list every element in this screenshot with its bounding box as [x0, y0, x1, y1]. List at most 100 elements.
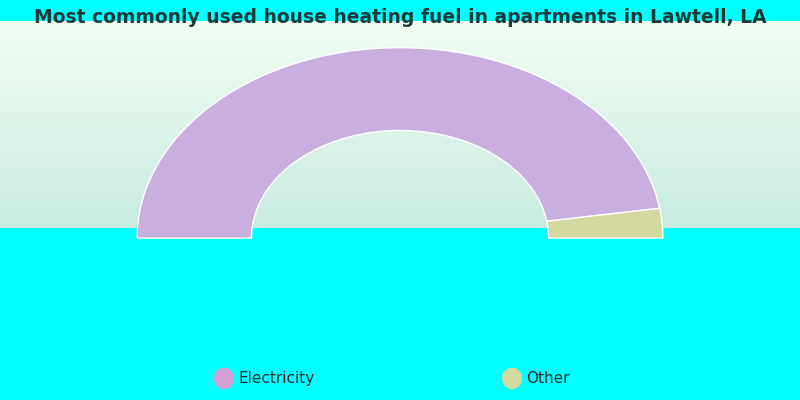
Bar — [0, 110, 800, 111]
Bar — [0, 227, 800, 228]
Bar — [0, 86, 800, 87]
Bar — [0, 39, 800, 40]
Bar — [0, 182, 800, 183]
Bar — [0, 132, 800, 134]
Bar — [0, 25, 800, 26]
Bar — [0, 151, 800, 152]
Bar — [0, 98, 800, 99]
Bar — [0, 108, 800, 109]
Bar — [0, 119, 800, 120]
Bar — [0, 144, 800, 145]
Bar — [0, 167, 800, 168]
Bar — [0, 126, 800, 127]
Bar — [0, 216, 800, 218]
Bar — [0, 165, 800, 166]
Bar — [0, 162, 800, 164]
Bar — [0, 63, 800, 64]
Bar — [0, 146, 800, 147]
Bar — [0, 26, 800, 27]
Bar — [0, 59, 800, 60]
Bar — [0, 138, 800, 139]
Bar — [0, 69, 800, 70]
Bar — [0, 88, 800, 89]
Bar — [0, 220, 800, 222]
Bar — [0, 42, 800, 44]
Bar — [0, 155, 800, 156]
Bar — [0, 36, 800, 37]
Bar — [0, 23, 800, 24]
Ellipse shape — [502, 368, 522, 389]
Bar — [0, 136, 800, 137]
Bar — [0, 207, 800, 208]
Bar — [0, 176, 800, 177]
Bar — [0, 213, 800, 214]
Bar — [0, 84, 800, 85]
Bar — [0, 106, 800, 107]
Ellipse shape — [214, 368, 234, 389]
Bar — [0, 121, 800, 122]
Wedge shape — [546, 208, 663, 238]
Bar — [0, 154, 800, 155]
Bar — [0, 55, 800, 56]
Bar — [0, 85, 800, 86]
Bar — [0, 180, 800, 181]
Bar — [0, 100, 800, 102]
Bar — [0, 224, 800, 225]
Bar — [0, 46, 800, 48]
Bar — [0, 148, 800, 149]
Bar — [0, 95, 800, 96]
Bar — [0, 81, 800, 82]
Bar — [0, 116, 800, 117]
Bar — [0, 134, 800, 136]
Bar — [0, 21, 800, 22]
Bar — [0, 102, 800, 104]
Bar — [0, 203, 800, 204]
Bar — [0, 27, 800, 28]
Bar — [0, 80, 800, 81]
Bar — [0, 127, 800, 128]
Bar — [0, 30, 800, 31]
Bar — [0, 204, 800, 205]
Bar — [0, 65, 800, 66]
Bar — [0, 114, 800, 115]
Bar — [0, 118, 800, 119]
Bar — [0, 89, 800, 90]
Bar — [0, 196, 800, 197]
Bar — [0, 178, 800, 179]
Bar — [0, 177, 800, 178]
Bar — [0, 139, 800, 140]
Text: Other: Other — [526, 371, 570, 386]
Bar — [0, 24, 800, 25]
Bar — [0, 74, 800, 76]
Bar — [0, 208, 800, 209]
Bar — [0, 197, 800, 198]
Bar — [0, 78, 800, 79]
Bar — [0, 215, 800, 216]
Bar — [0, 109, 800, 110]
Bar — [0, 72, 800, 74]
Bar — [0, 92, 800, 93]
Bar — [0, 82, 800, 83]
Bar — [0, 83, 800, 84]
Bar — [0, 96, 800, 97]
Bar — [0, 190, 800, 192]
Bar — [0, 28, 800, 29]
Bar — [0, 211, 800, 212]
Bar — [0, 192, 800, 194]
Bar — [0, 226, 800, 227]
Bar — [0, 175, 800, 176]
Bar — [0, 38, 800, 39]
Bar — [0, 54, 800, 55]
Bar — [0, 160, 800, 162]
Bar — [0, 149, 800, 150]
Bar — [0, 57, 800, 58]
Bar — [0, 206, 800, 207]
Bar — [0, 40, 800, 42]
Bar — [0, 94, 800, 95]
Bar — [0, 174, 800, 175]
Bar — [0, 200, 800, 201]
Wedge shape — [137, 48, 660, 238]
Bar — [0, 150, 800, 151]
Bar — [0, 37, 800, 38]
Bar — [0, 198, 800, 199]
